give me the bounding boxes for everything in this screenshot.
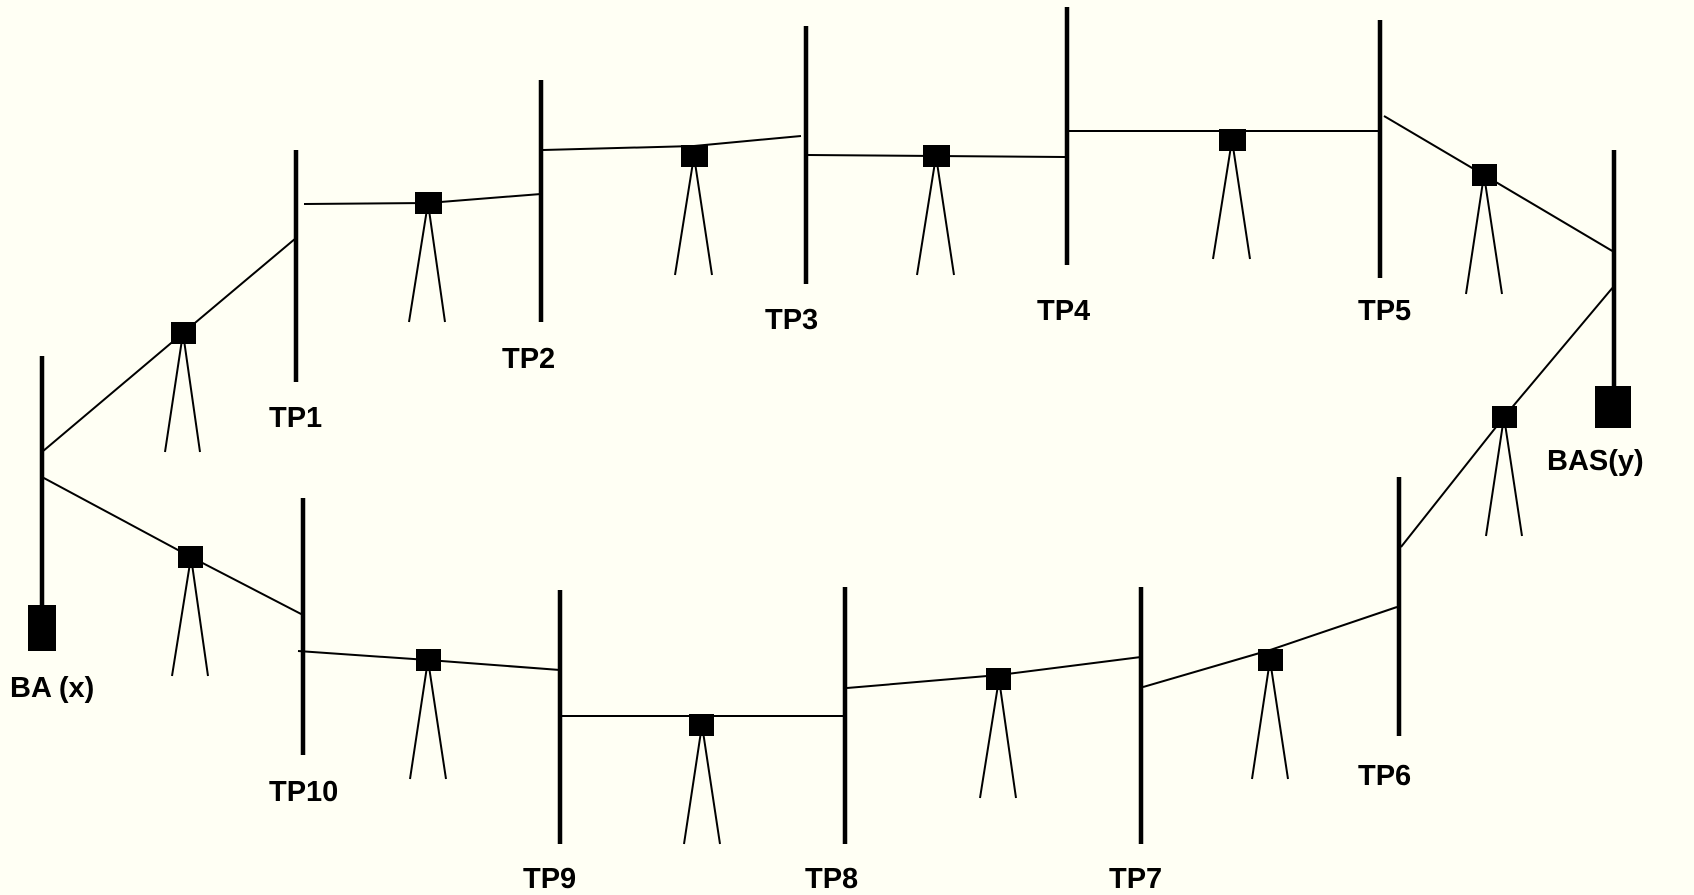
label-ba: BA (x) (10, 672, 94, 704)
label-tp1: TP1 (269, 402, 322, 434)
label-tp6: TP6 (1358, 760, 1411, 792)
benchmark-bas-block (1595, 386, 1631, 428)
labels: BA (x) BAS(y) TP1 TP2 TP3 TP4 TP5 TP6 TP… (10, 295, 1644, 895)
level-instrument-5 (1212, 129, 1251, 260)
level-instrument-12 (171, 546, 209, 677)
level-instrument-4 (916, 145, 955, 276)
level-instrument-6 (1465, 164, 1503, 295)
label-tp8: TP8 (805, 863, 858, 895)
staffs (28, 7, 1631, 844)
level-instrument-2 (408, 192, 446, 323)
level-instrument-7 (1485, 406, 1523, 537)
label-tp7: TP7 (1109, 863, 1162, 895)
level-instrument-8 (1251, 649, 1289, 780)
level-instrument-11 (409, 649, 447, 780)
level-instrument-10 (683, 714, 721, 845)
label-tp3: TP3 (765, 304, 818, 336)
level-instrument-1 (164, 322, 201, 453)
label-bas: BAS(y) (1547, 445, 1644, 477)
label-tp4: TP4 (1037, 295, 1090, 327)
instruments (164, 129, 1523, 845)
label-tp10: TP10 (269, 776, 338, 808)
label-tp9: TP9 (523, 863, 576, 895)
level-instrument-9 (979, 668, 1017, 799)
label-tp2: TP2 (502, 343, 555, 375)
label-tp5: TP5 (1358, 295, 1411, 327)
benchmark-ba-block (28, 605, 56, 651)
level-instrument-3 (674, 145, 713, 276)
